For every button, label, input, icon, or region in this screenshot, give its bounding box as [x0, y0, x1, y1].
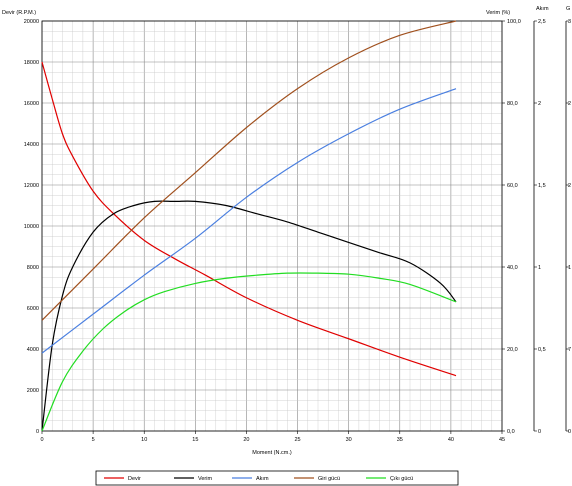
left-tick-label: 8000	[27, 265, 39, 271]
grid	[42, 21, 502, 431]
legend-label: Giri gücü	[318, 476, 340, 482]
legend-label: Çıkı gücü	[390, 476, 413, 482]
legend-label: Devir	[128, 476, 141, 482]
g-axis-label: G	[566, 6, 570, 12]
verim-tick-label: 40,0	[507, 265, 518, 271]
left-tick-label: 10000	[24, 224, 39, 230]
g-tick-label: 2	[568, 183, 571, 189]
akim-tick-label: 2,5	[538, 19, 546, 25]
verim-tick-label: 20,0	[507, 347, 518, 353]
g-tick-label: 3	[568, 19, 571, 25]
akim-tick-label: 0	[538, 429, 541, 435]
verim-tick-label: 60,0	[507, 183, 518, 189]
x-tick-label: 40	[448, 437, 454, 443]
verim-tick-label: 80,0	[507, 101, 518, 107]
left-axis-label: Devir (R.P.M.)	[2, 10, 36, 16]
left-tick-label: 20000	[24, 19, 39, 25]
verim-tick-label: 0,0	[507, 429, 515, 435]
left-tick-label: 12000	[24, 183, 39, 189]
x-tick-label: 25	[294, 437, 300, 443]
x-tick-label: 15	[192, 437, 198, 443]
x-tick-label: 5	[92, 437, 95, 443]
g-tick-label: 1	[568, 265, 571, 271]
left-tick-label: 0	[36, 429, 39, 435]
x-axis-label: Moment (N.cm.)	[252, 450, 292, 456]
akim-tick-label: 2	[538, 101, 541, 107]
left-tick-label: 14000	[24, 142, 39, 148]
g-tick-label: 0	[568, 429, 571, 435]
left-tick-label: 18000	[24, 60, 39, 66]
akim-tick-label: 1,5	[538, 183, 546, 189]
left-tick-label: 16000	[24, 101, 39, 107]
x-tick-label: 10	[141, 437, 147, 443]
left-tick-label: 6000	[27, 306, 39, 312]
akim-axis-label: Akım	[536, 6, 549, 12]
x-tick-label: 45	[499, 437, 505, 443]
g-tick-label: 7	[568, 347, 571, 353]
legend-label: Akım	[256, 476, 269, 482]
verim-axis-label: Verim (%)	[486, 10, 510, 16]
legend-label: Verim	[198, 476, 212, 482]
verim-tick-label: 100,0	[507, 19, 521, 25]
x-tick-label: 35	[397, 437, 403, 443]
left-tick-label: 4000	[27, 347, 39, 353]
x-tick-label: 20	[243, 437, 249, 443]
left-tick-label: 2000	[27, 388, 39, 394]
x-tick-label: 30	[346, 437, 352, 443]
x-tick-label: 0	[40, 437, 43, 443]
g-tick-label: 2	[568, 101, 571, 107]
akim-tick-label: 1	[538, 265, 541, 271]
akim-tick-label: 0,5	[538, 347, 546, 353]
